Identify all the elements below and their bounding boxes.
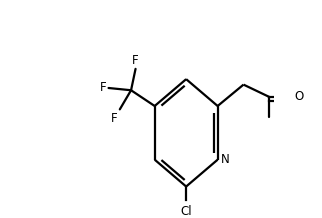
Text: Cl: Cl	[180, 204, 192, 218]
Text: F: F	[132, 54, 139, 67]
Text: N: N	[221, 153, 229, 166]
Text: F: F	[111, 112, 118, 125]
Text: O: O	[295, 90, 304, 104]
Text: F: F	[100, 82, 106, 94]
